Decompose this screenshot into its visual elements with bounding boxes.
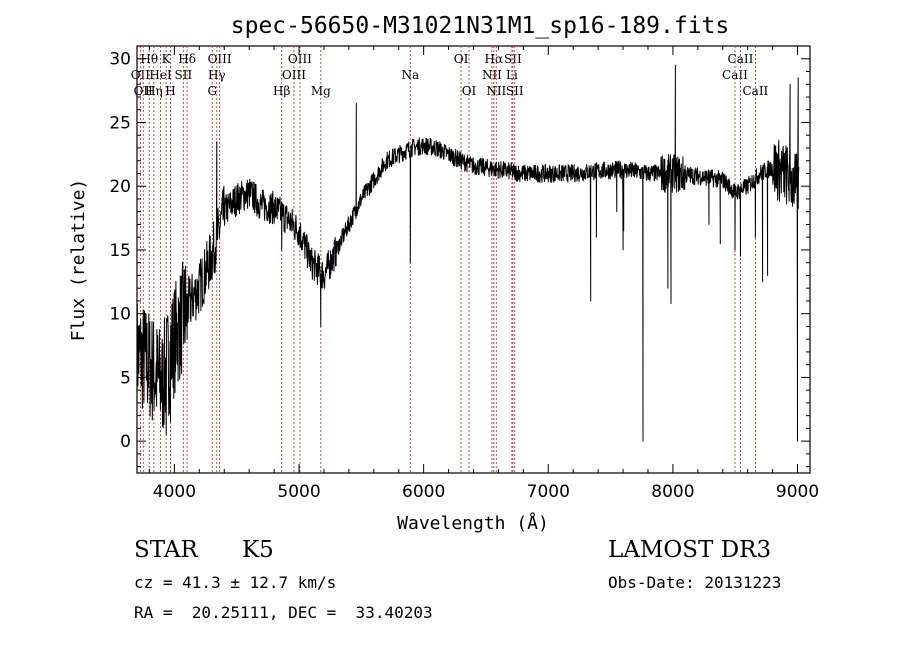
spectrum-line bbox=[136, 64, 800, 442]
y-axis-label: Flux (relative) bbox=[68, 179, 89, 342]
x-tick-label: 4000 bbox=[153, 482, 196, 502]
line-marker-label: NII bbox=[486, 84, 506, 98]
coordinates: RA = 20.25111, DEC = 33.40203 bbox=[134, 603, 433, 622]
line-marker-label: Na bbox=[401, 68, 419, 82]
x-tick-label: 9000 bbox=[776, 482, 819, 502]
x-tick-label: 8000 bbox=[651, 482, 694, 502]
survey-name: LAMOST DR3 bbox=[608, 537, 772, 563]
line-marker-label: CaII bbox=[722, 68, 748, 82]
line-marker-label: Hδ bbox=[178, 52, 196, 66]
y-tick-label: 15 bbox=[109, 241, 131, 261]
line-marker-label: K bbox=[162, 52, 172, 66]
y-tick-label: 0 bbox=[120, 432, 131, 452]
chart-title: spec-56650-M31021N31M1_sp16-189.fits bbox=[231, 13, 730, 39]
line-marker-label: OII bbox=[134, 84, 154, 98]
line-marker-label: OIII bbox=[208, 52, 232, 66]
observation-date: Obs-Date: 20131223 bbox=[608, 573, 782, 592]
line-marker-label: Mg bbox=[311, 84, 331, 98]
y-tick-label: 25 bbox=[109, 113, 131, 133]
y-tick-label: 30 bbox=[109, 50, 131, 70]
spectrum-series bbox=[136, 64, 800, 442]
line-marker-label: NII bbox=[482, 68, 502, 82]
line-marker-label: OI bbox=[454, 52, 469, 66]
axes: 4000 5000 6000 7000 8000 9000 0 5 10 15 20 25 30 bbox=[109, 45, 819, 502]
line-markers: OIIOIIHθHηHeIKHSIIHδGHγOIIIHβOIIIOIIIMgN… bbox=[131, 46, 769, 473]
x-tick-label: 7000 bbox=[527, 482, 570, 502]
line-marker-label: OII bbox=[131, 68, 151, 82]
line-marker-label: Hβ bbox=[273, 84, 290, 98]
y-tick-label: 10 bbox=[109, 305, 131, 325]
plot-frame bbox=[136, 45, 811, 474]
line-marker-label: CaII bbox=[742, 84, 768, 98]
x-axis-label: Wavelength (Å) bbox=[397, 512, 549, 534]
line-marker-label: G bbox=[207, 84, 217, 98]
line-marker-label: Li bbox=[506, 68, 518, 82]
object-class: STAR bbox=[134, 537, 198, 563]
line-marker-label: SII bbox=[504, 52, 522, 66]
y-tick-label: 20 bbox=[109, 177, 131, 197]
x-tick-label: 5000 bbox=[277, 482, 320, 502]
x-tick-label: 6000 bbox=[402, 482, 445, 502]
line-marker-label: Hη bbox=[145, 84, 163, 98]
object-subclass: K5 bbox=[242, 537, 274, 563]
line-marker-label: Hα bbox=[485, 52, 504, 66]
line-marker-label: SII bbox=[506, 84, 524, 98]
line-marker-label: SII bbox=[175, 68, 193, 82]
line-marker-label: Hγ bbox=[208, 68, 226, 82]
line-marker-label: OI bbox=[462, 84, 477, 98]
line-marker-label: CaII bbox=[728, 52, 754, 66]
line-marker-label: HeI bbox=[149, 68, 172, 82]
line-marker-label: OIII bbox=[288, 52, 312, 66]
redshift-velocity: cz = 41.3 ± 12.7 km/s bbox=[134, 573, 337, 592]
line-marker-label: OIII bbox=[282, 68, 306, 82]
y-tick-label: 5 bbox=[120, 368, 131, 388]
line-marker-label: H bbox=[165, 84, 175, 98]
